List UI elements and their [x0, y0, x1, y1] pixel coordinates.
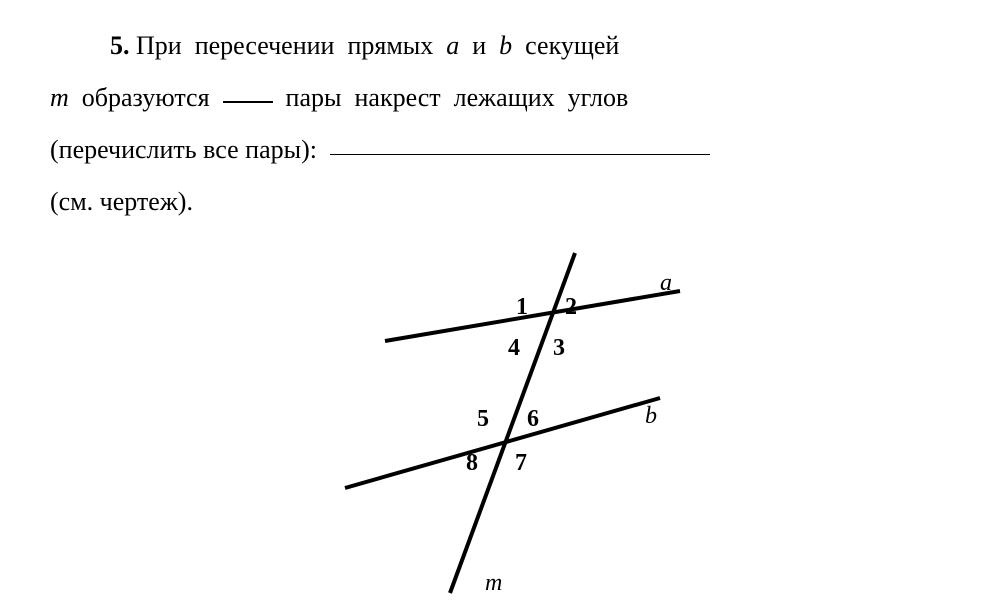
text-p1: При	[136, 31, 182, 60]
geometry-diagram: abm12345678	[290, 238, 710, 608]
text-p5: секущей	[525, 31, 619, 60]
svg-text:b: b	[645, 403, 657, 429]
text-p2: пересечении	[195, 31, 335, 60]
var-b: b	[499, 31, 512, 60]
text-p8: накрест	[354, 83, 440, 112]
text-p4: и	[472, 31, 486, 60]
svg-text:6: 6	[527, 406, 539, 432]
text-p6: образуются	[82, 83, 210, 112]
svg-text:8: 8	[466, 450, 478, 476]
text-p9: лежащих	[454, 83, 555, 112]
problem-text: 5. При пересечении прямых a и b секущей …	[50, 20, 950, 228]
svg-text:2: 2	[565, 294, 577, 320]
text-p3: прямых	[347, 31, 433, 60]
blank-long	[330, 154, 710, 155]
problem-number: 5.	[110, 31, 130, 60]
blank-short	[223, 101, 273, 103]
text-p12: (см. чертеж).	[50, 187, 193, 216]
svg-text:1: 1	[516, 294, 528, 320]
text-p10: углов	[568, 83, 629, 112]
svg-text:3: 3	[553, 335, 565, 361]
var-m: m	[50, 83, 69, 112]
text-p7: пары	[286, 83, 342, 112]
text-p11: (перечислить все пары):	[50, 135, 317, 164]
diagram-container: abm12345678	[50, 238, 950, 608]
svg-text:m: m	[485, 570, 502, 596]
var-a: a	[446, 31, 459, 60]
svg-text:7: 7	[515, 450, 527, 476]
svg-text:a: a	[660, 270, 672, 296]
svg-text:4: 4	[508, 335, 520, 361]
svg-text:5: 5	[477, 406, 489, 432]
